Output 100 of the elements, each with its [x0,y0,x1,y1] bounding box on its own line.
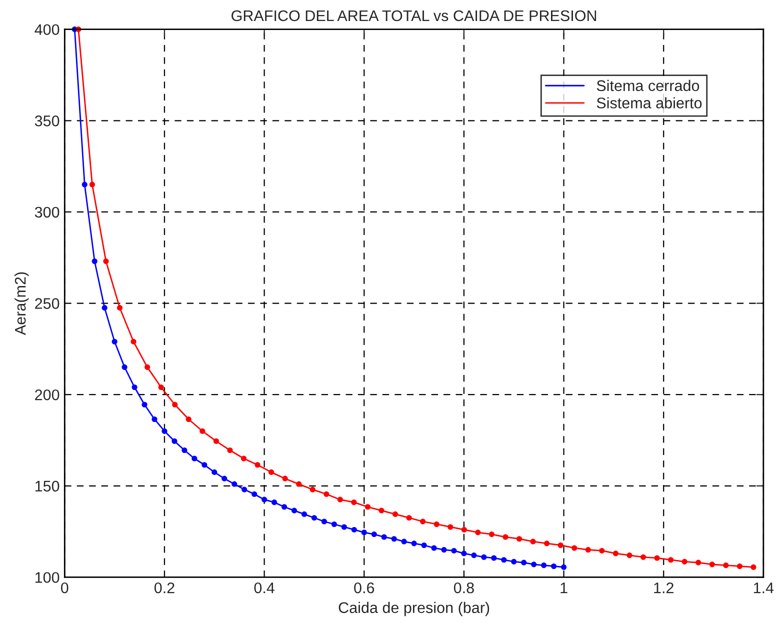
point [102,305,108,311]
point [612,550,618,556]
point [268,469,274,475]
point [682,558,688,564]
point [434,521,440,528]
point [475,530,481,536]
point [172,438,178,444]
point [481,554,487,560]
point [709,562,715,568]
x-tick-label: 0.8 [454,582,474,594]
point [144,364,150,370]
point [521,560,527,566]
chart-title: GRAFICO DEL AREA TOTAL vs CAIDA DE PRESION [232,10,596,22]
y-tick-label: 150 [35,480,60,492]
point [381,534,387,540]
point [451,548,457,554]
point [152,416,158,422]
point [130,338,136,344]
point [202,462,208,468]
point [461,526,467,532]
point [516,536,522,542]
point [411,540,417,546]
y-tick-label: 400 [34,24,60,36]
point [530,538,536,544]
point [471,552,477,558]
point [361,530,367,536]
x-axis-title: Caida de presion (bar) [338,602,490,616]
x-tick-label: 0.4 [254,582,274,594]
point [558,542,564,548]
point [599,548,605,554]
point [351,500,357,506]
point [162,428,168,434]
point [331,521,337,528]
point [391,536,397,542]
x-tick-label: 1 [560,582,568,594]
point [122,364,128,370]
point [301,511,308,517]
point [200,428,206,434]
point [311,515,317,521]
point [401,538,407,544]
point [132,384,138,390]
point [252,491,258,497]
point [531,562,537,568]
point [392,511,398,517]
y-tick-label: 200 [35,389,60,400]
point [92,258,98,264]
point [351,526,357,532]
y-axis-title: Aera(m2) [14,272,29,336]
point [668,557,674,563]
point [324,491,330,497]
point [723,562,729,568]
point [585,547,591,553]
point [420,518,426,524]
point [232,481,238,487]
point [310,486,316,492]
point [182,448,188,454]
point [212,469,218,475]
x-tick-label: 1.2 [654,582,674,594]
point [341,524,347,530]
point [82,182,88,188]
point [337,496,343,502]
point [89,182,95,188]
point [240,456,247,462]
x-tick-label: 0.6 [354,582,374,594]
point [186,416,192,422]
point [272,500,278,506]
point [572,545,578,551]
point [172,402,178,408]
point [103,258,109,264]
point [262,496,268,502]
point [421,542,427,548]
point [242,486,248,492]
point [142,402,148,408]
point [560,564,567,570]
legend-label: Sitema cerrado [596,80,700,92]
point [282,476,288,482]
point [491,555,497,561]
point [736,563,742,570]
x-tick-label: 1.4 [754,582,774,594]
point [213,438,219,444]
point [296,481,302,487]
legend-label: Sistema abierto [596,97,702,108]
point [441,547,447,553]
point [227,448,233,454]
point [696,560,702,566]
point [502,534,508,540]
x-tick-label: 0 [61,582,68,594]
point [626,552,632,558]
y-tick-label: 350 [34,116,60,126]
point [291,508,298,514]
point [364,504,370,510]
point [254,462,260,468]
point [192,456,198,462]
point [431,545,437,551]
y-tick-label: 300 [34,206,60,218]
point [541,562,547,568]
point [378,508,384,514]
point [406,515,412,521]
point [321,518,327,524]
point [501,557,507,563]
